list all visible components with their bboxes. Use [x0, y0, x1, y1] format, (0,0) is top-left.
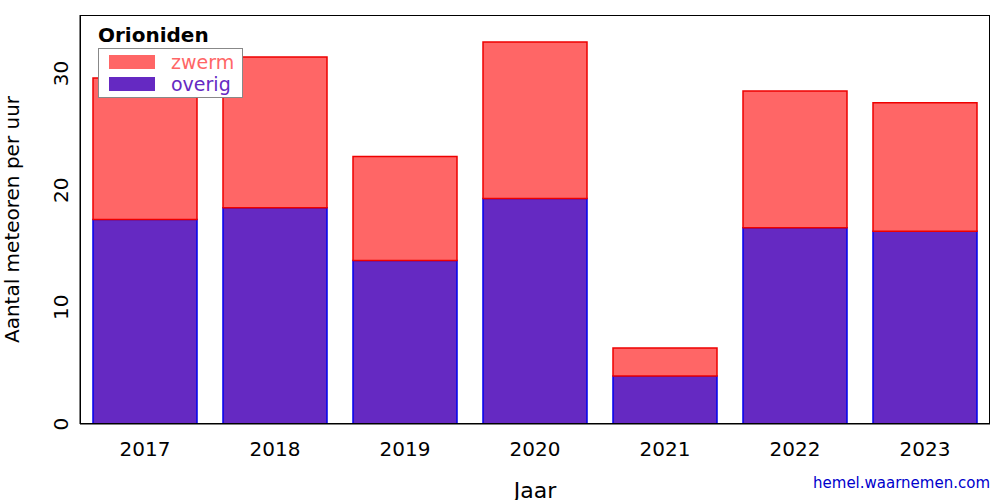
svg-text:10: 10: [49, 294, 73, 319]
svg-text:2022: 2022: [770, 437, 821, 461]
svg-text:Jaar: Jaar: [512, 478, 557, 500]
svg-text:2020: 2020: [510, 437, 561, 461]
svg-text:2019: 2019: [380, 437, 431, 461]
svg-text:2023: 2023: [900, 437, 951, 461]
html-text:zwerm: zwerm: [171, 51, 235, 73]
svg-text:2017: 2017: [120, 437, 171, 461]
html-text:Orioniden: Orioniden: [98, 23, 209, 47]
svg-text:Aantal meteoren per uur: Aantal meteoren per uur: [8, 95, 24, 343]
svg-text:20: 20: [49, 178, 73, 203]
svg-text:2021: 2021: [640, 437, 691, 461]
html-text:hemel.waarnemen.com: hemel.waarnemen.com: [813, 474, 990, 492]
svg-text:2018: 2018: [250, 437, 301, 461]
html-text:overig: overig: [171, 73, 231, 95]
svg-text:0: 0: [49, 418, 73, 431]
svg-text:30: 30: [49, 61, 73, 86]
